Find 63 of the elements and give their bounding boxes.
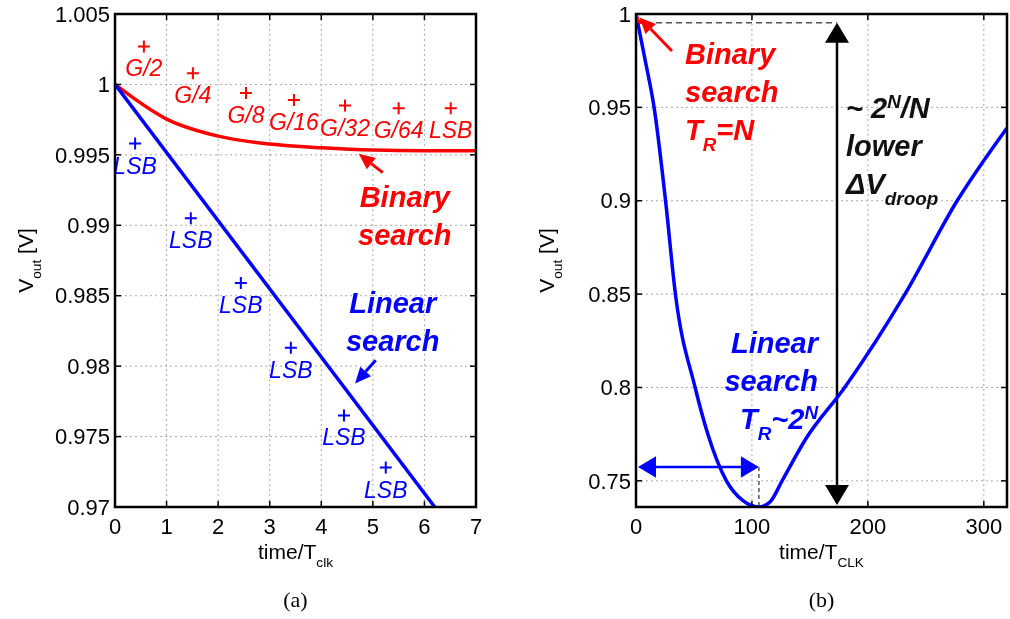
y-tick-label: 0.98 bbox=[67, 353, 110, 379]
point bbox=[286, 92, 301, 107]
point bbox=[128, 136, 143, 151]
point bbox=[238, 85, 253, 100]
annotation: G/8 bbox=[227, 101, 265, 128]
annotation: LSB bbox=[219, 292, 263, 319]
annotation: G/2 bbox=[125, 55, 163, 82]
x-tick-label: 1 bbox=[160, 514, 173, 539]
y-tick-label: 0.985 bbox=[54, 283, 110, 309]
point bbox=[283, 340, 298, 355]
text: (a) bbox=[283, 587, 308, 612]
point bbox=[391, 101, 406, 116]
x-tick-label: 3 bbox=[263, 514, 276, 539]
y-tick-label: 0.75 bbox=[588, 468, 631, 494]
annotation: Linear search bbox=[345, 287, 440, 358]
y-tick-label: 0.85 bbox=[588, 281, 631, 307]
annotation: LSB bbox=[322, 424, 366, 451]
y-tick-label: 1 bbox=[618, 1, 631, 27]
line-series bbox=[636, 14, 1007, 507]
y-tick-label: 0.97 bbox=[67, 494, 110, 520]
x-tick-label: 5 bbox=[366, 514, 379, 539]
x-tick-label: 100 bbox=[733, 514, 771, 539]
x-tick-label: 0 bbox=[629, 514, 643, 539]
y-tick-label: 0.9 bbox=[600, 188, 631, 214]
x-tick-label: 0 bbox=[108, 514, 122, 539]
annotation: G/64 bbox=[373, 117, 424, 144]
point bbox=[338, 98, 353, 113]
x-tick-label: 300 bbox=[965, 514, 1003, 539]
annotation: G/4 bbox=[174, 82, 212, 109]
annotation: LSB bbox=[269, 356, 313, 383]
point bbox=[183, 211, 198, 226]
x-tick-label: 4 bbox=[315, 514, 328, 539]
point bbox=[185, 66, 200, 81]
y-tick-label: 0.95 bbox=[588, 95, 631, 121]
x-tick-label: 7 bbox=[469, 514, 483, 539]
annotation: G/32 bbox=[320, 114, 371, 141]
annotation: LSB bbox=[428, 117, 473, 144]
annotation: Linear search T$_{R}$~2$^{N}$ bbox=[724, 327, 820, 444]
y-tick-label: 1 bbox=[97, 72, 110, 98]
line-series bbox=[115, 82, 476, 153]
annotation: Binary search T$_{R}$=N bbox=[685, 38, 779, 155]
y-tick-label: 0.99 bbox=[67, 212, 110, 238]
point bbox=[233, 276, 248, 291]
x-tick-label: 2 bbox=[212, 514, 225, 539]
y-tick-label: 0.975 bbox=[54, 424, 110, 450]
point bbox=[443, 101, 458, 116]
y-tick-label: 1.005 bbox=[54, 1, 110, 27]
point bbox=[136, 39, 151, 54]
point bbox=[336, 408, 351, 423]
y-tick-label: 0.995 bbox=[54, 142, 110, 168]
annotation: ~ 2$^{N}$/N lower ΔV$_{droop}$ bbox=[845, 90, 939, 209]
text: (b) bbox=[808, 587, 835, 612]
y-tick-label: 0.8 bbox=[600, 375, 631, 401]
x-axis-title: time/T$_{clk}$ bbox=[257, 540, 334, 570]
annotation: LSB bbox=[113, 152, 157, 179]
point bbox=[378, 460, 393, 475]
annotation: G/16 bbox=[269, 108, 320, 135]
x-axis-title: time/T$_{CLK}$ bbox=[779, 540, 864, 570]
x-tick-label: 200 bbox=[849, 514, 887, 539]
x-tick-label: 6 bbox=[418, 514, 431, 539]
annotation: Binary search bbox=[358, 180, 452, 251]
annotation: LSB bbox=[364, 476, 408, 503]
annotation: LSB bbox=[169, 227, 213, 254]
